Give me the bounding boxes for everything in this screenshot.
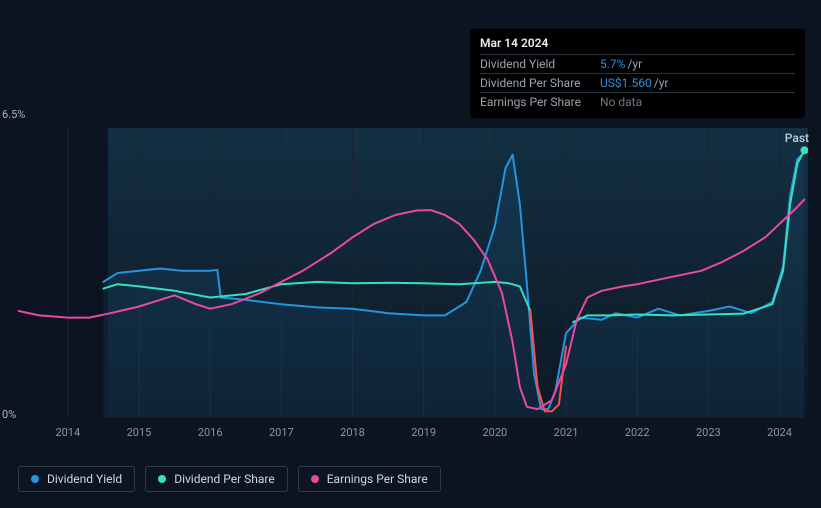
x-tick-label: 2020 — [482, 426, 507, 439]
x-tick-label: 2016 — [198, 426, 223, 439]
past-label: Past — [785, 131, 809, 145]
legend-label: Earnings Per Share — [327, 472, 428, 486]
legend-item-dividend-yield[interactable]: Dividend Yield — [18, 466, 135, 492]
x-tick-label: 2021 — [554, 426, 579, 439]
legend-item-earnings-per-share[interactable]: Earnings Per Share — [298, 466, 441, 492]
legend-dot — [311, 475, 319, 483]
tooltip-row-dividend-per-share: Dividend Per Share US$1.560/yr — [480, 73, 795, 92]
x-tick-label: 2022 — [625, 426, 650, 439]
chart-plot[interactable] — [18, 128, 808, 418]
x-tick-label: 2017 — [269, 426, 294, 439]
tooltip-value: No data — [600, 93, 642, 111]
x-tick-label: 2018 — [340, 426, 365, 439]
x-axis: 2014 2015 2016 2017 2018 2019 2020 2021 2022 2023… — [18, 426, 808, 446]
legend-label: Dividend Yield — [47, 472, 122, 486]
tooltip-date: Mar 14 2024 — [480, 36, 795, 50]
legend-dot — [158, 475, 166, 483]
chart-tooltip: Mar 14 2024 Dividend Yield 5.7%/yr Divid… — [470, 29, 805, 118]
x-tick-label: 2014 — [55, 426, 80, 439]
legend: Dividend Yield Dividend Per Share Earnin… — [18, 466, 441, 492]
tooltip-row-dividend-yield: Dividend Yield 5.7%/yr — [480, 54, 795, 73]
tooltip-value: US$1.560/yr — [600, 74, 669, 92]
legend-label: Dividend Per Share — [174, 472, 275, 486]
tooltip-label: Earnings Per Share — [480, 93, 600, 111]
legend-dot — [31, 475, 39, 483]
tooltip-label: Dividend Per Share — [480, 74, 600, 92]
y-axis-min-label: 0% — [2, 408, 16, 421]
tooltip-label: Dividend Yield — [480, 55, 600, 73]
x-tick-label: 2024 — [767, 426, 792, 439]
x-tick-label: 2019 — [411, 426, 436, 439]
y-axis-max-label: 6.5% — [2, 108, 25, 121]
tooltip-row-earnings-per-share: Earnings Per Share No data — [480, 92, 795, 111]
x-tick-label: 2023 — [696, 426, 721, 439]
tooltip-value: 5.7%/yr — [600, 55, 642, 73]
legend-item-dividend-per-share[interactable]: Dividend Per Share — [145, 466, 288, 492]
x-tick-label: 2015 — [127, 426, 152, 439]
